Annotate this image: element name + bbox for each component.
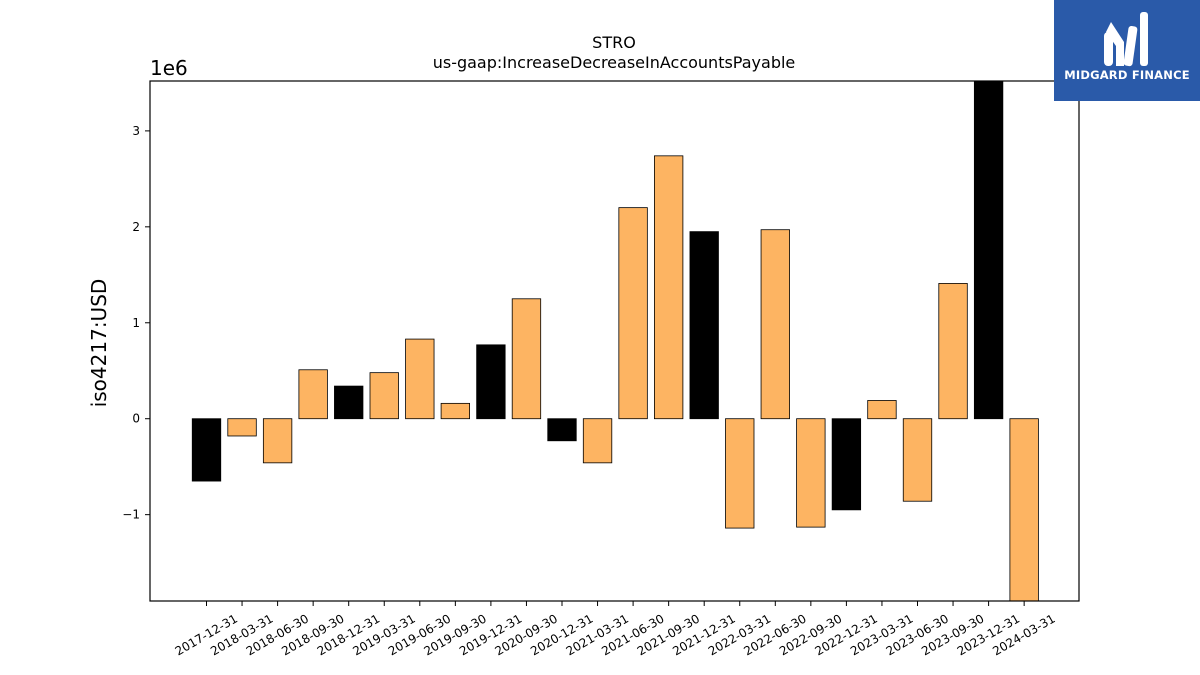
- bar-2019-12-31: [476, 344, 506, 420]
- logo-mark-icon: [1104, 12, 1148, 67]
- bar-2019-06-30: [405, 338, 435, 420]
- bar-2023-09-30: [938, 283, 968, 420]
- bar-2021-12-31: [689, 231, 719, 420]
- bar-2024-03-31: [1009, 418, 1039, 602]
- y-tick-label: 2: [132, 220, 140, 234]
- bars-group: [191, 80, 1039, 602]
- bar-2021-09-30: [654, 155, 684, 420]
- bar-2018-03-31: [227, 418, 257, 437]
- bar-2023-12-31: [973, 80, 1004, 420]
- bar-2020-12-31: [547, 418, 577, 442]
- bar-2018-09-30: [298, 369, 328, 420]
- bar-2021-03-31: [582, 418, 613, 464]
- y-ticks-group: −1 0 1 2 3: [122, 124, 150, 522]
- x-ticks-group: 2017-12-312018-03-312018-06-302018-09-30…: [173, 601, 1058, 658]
- bar-2019-09-30: [440, 402, 471, 420]
- brand-logo: MIDGARD FINANCE: [1054, 0, 1200, 101]
- y-tick-label: −1: [122, 508, 140, 522]
- bar-2018-12-31: [334, 385, 364, 420]
- y-axis-label: iso4217:USD: [87, 279, 111, 408]
- y-tick-label: 0: [132, 412, 140, 426]
- y-tick-label: 3: [132, 124, 140, 138]
- bar-2020-09-30: [511, 298, 542, 420]
- bar-2019-03-31: [369, 372, 399, 420]
- logo-text: MIDGARD FINANCE: [1064, 68, 1190, 82]
- bar-2022-09-30: [796, 418, 826, 528]
- bar-2022-03-31: [725, 418, 755, 529]
- bar-2018-06-30: [262, 418, 293, 464]
- bar-2021-06-30: [618, 207, 648, 420]
- bar-2022-12-31: [831, 418, 862, 511]
- chart-title: STRO: [592, 33, 636, 52]
- bar-2022-06-30: [760, 229, 790, 420]
- y-offset-label: 1e6: [150, 56, 188, 80]
- bar-2017-12-31: [191, 418, 222, 482]
- bar-2023-03-31: [867, 400, 897, 420]
- plot-frame: [149, 80, 1080, 602]
- y-tick-label: 1: [132, 316, 140, 330]
- chart-subtitle: us-gaap:IncreaseDecreaseInAccountsPayabl…: [433, 53, 796, 72]
- bar-2023-06-30: [902, 418, 933, 502]
